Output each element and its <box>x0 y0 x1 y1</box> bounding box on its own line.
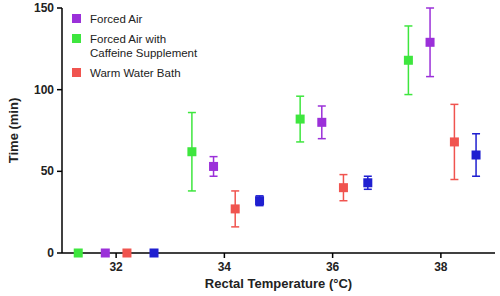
y-tick <box>57 89 62 91</box>
y-tick <box>57 7 62 9</box>
legend-label: Warm Water Bath <box>90 67 181 79</box>
error-bar <box>404 26 412 95</box>
y-axis-label: Time (min) <box>6 98 21 164</box>
x-tick-label: 36 <box>326 260 340 274</box>
x-tick-label: 34 <box>218 260 232 274</box>
error-bar <box>472 134 480 176</box>
plot-marks <box>74 8 481 258</box>
point <box>296 115 305 124</box>
error-bar <box>210 157 218 177</box>
error-bar <box>339 175 347 201</box>
legend-label: Forced Air <box>90 13 143 25</box>
x-axis-label: Rectal Temperature (°C) <box>205 276 352 291</box>
point <box>363 178 372 187</box>
y-tick-label: 100 <box>34 83 54 97</box>
point <box>209 162 218 171</box>
error-bar <box>296 96 304 142</box>
error-bar <box>450 104 458 179</box>
error-bar <box>231 191 239 227</box>
point <box>450 137 459 146</box>
legend-label: Forced Air withCaffeine Supplement <box>90 33 198 59</box>
chart: 32 34 36 38 0 50 100 150 Rectal Temperature (°C)… <box>0 0 500 296</box>
x-tick-label: 38 <box>434 260 448 274</box>
y-tick-label: 0 <box>47 246 54 260</box>
legend-swatch <box>72 68 81 77</box>
x-tick <box>115 253 117 258</box>
legend: Forced Air Forced Air withCaffeine Supple… <box>72 13 198 79</box>
point <box>426 38 435 47</box>
error-bar <box>426 8 434 77</box>
point <box>150 249 159 258</box>
point <box>317 118 326 127</box>
x-tick <box>440 253 442 258</box>
legend-swatch <box>72 14 81 23</box>
error-bar <box>364 176 372 189</box>
x-tick-label: 32 <box>109 260 123 274</box>
point <box>472 151 481 160</box>
point <box>231 204 240 213</box>
y-tick-label: 150 <box>34 1 54 15</box>
error-bar <box>318 106 326 139</box>
y-axis <box>61 8 63 253</box>
chart-container: 32 34 36 38 0 50 100 150 Rectal Temperature (°C)… <box>0 0 500 296</box>
point <box>187 147 196 156</box>
x-tick <box>332 253 334 258</box>
y-tick <box>57 252 62 254</box>
error-bar <box>188 113 196 191</box>
point <box>255 196 264 205</box>
x-tick <box>224 253 226 258</box>
point <box>101 249 110 258</box>
error-bar <box>256 196 264 206</box>
legend-swatch <box>72 34 81 43</box>
y-tick <box>57 171 62 173</box>
point <box>404 56 413 65</box>
point <box>122 249 131 258</box>
point <box>74 249 83 258</box>
point <box>339 183 348 192</box>
y-tick-label: 50 <box>41 164 55 178</box>
